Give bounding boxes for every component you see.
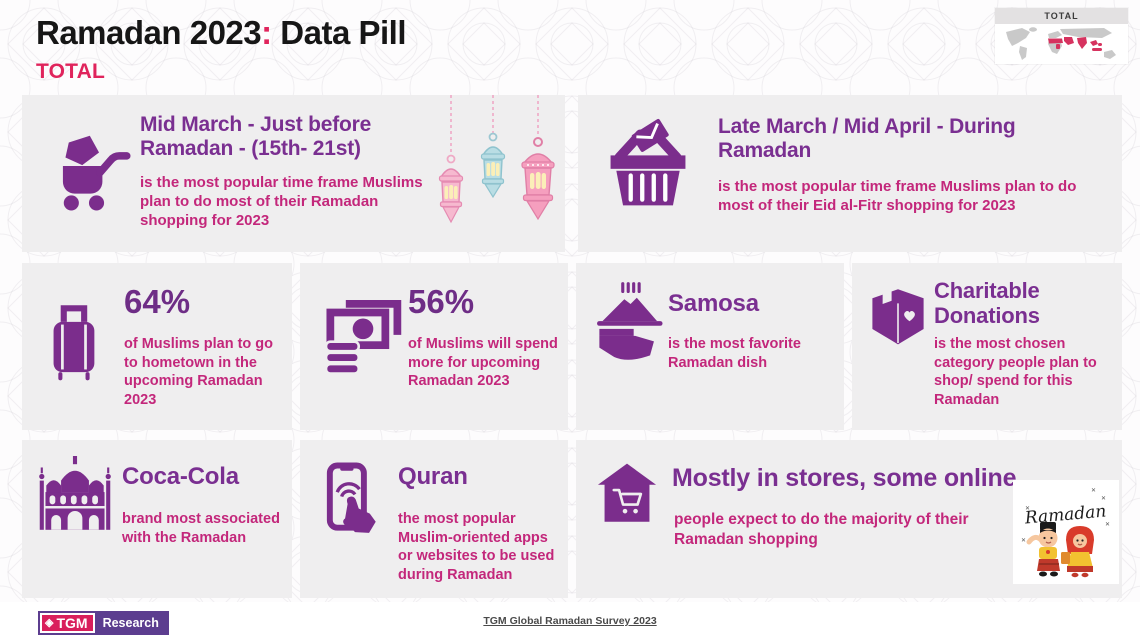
donation-box-icon (866, 281, 930, 364)
card-ramadan-shopping-timeframe: Mid March - Just before Ramadan - (15th-… (22, 95, 565, 252)
mosque-icon (34, 454, 116, 545)
card-body: of Muslims will spend more for upcoming … (408, 336, 558, 390)
card-heading: Late March / Mid April - During Ramadan (718, 115, 1016, 162)
footer-bar: ◈ TGM Research TGM Global Ramadan Survey … (0, 602, 1140, 642)
stat-value: 56% (408, 283, 475, 320)
card-body: is the most popular time frame Muslims p… (140, 174, 423, 230)
page-title: Ramadan 2023: Data Pill (36, 14, 407, 52)
ramadan-kids-illustration: ✕ ✕ ✕ ✕ ✕ Ramadan (1013, 480, 1119, 584)
illustration-caption: Ramadan (1023, 502, 1107, 529)
world-map-icon (1005, 27, 1116, 60)
card-heading: Quran (398, 463, 468, 490)
map-label: TOTAL (995, 8, 1128, 24)
card-hometown-stat: 64% of Muslims plan to go to hometown in… (22, 263, 292, 430)
card-shopping-channel: Mostly in stores, some online people exp… (576, 440, 1122, 598)
shopping-basket-icon (598, 117, 698, 218)
logo-research-segment: Research (94, 613, 167, 633)
svg-text:✕: ✕ (1021, 537, 1026, 544)
money-icon (320, 285, 406, 400)
store-icon (594, 458, 660, 535)
tgm-research-logo: ◈ TGM Research (38, 611, 169, 635)
card-body: people expect to do the majority of thei… (674, 511, 969, 548)
card-body: is the most popular time frame Muslims p… (718, 178, 1077, 215)
stat-value: 64% (124, 283, 191, 320)
lantern-rose-icon (521, 95, 555, 221)
shopping-cart-icon (52, 123, 136, 224)
card-popular-apps: Quran the most popular Muslim-oriented a… (300, 440, 568, 598)
card-body: of Muslims plan to go to hometown in the… (124, 336, 274, 408)
svg-text:✕: ✕ (1105, 521, 1110, 528)
card-favorite-dish: Samosa is the most favorite Ramadan dish (576, 263, 844, 430)
luggage-icon (42, 285, 110, 412)
svg-text:✕: ✕ (1025, 505, 1030, 512)
card-brand-association: Coca-Cola brand most associated with the… (22, 440, 292, 598)
logo-tgm-segment: ◈ TGM (40, 613, 95, 633)
lantern-blue-icon (480, 95, 506, 199)
card-body: the most popular Muslim-oriented apps or… (398, 511, 555, 583)
card-heading: Mostly in stores, some online (672, 464, 1017, 492)
phone-tap-icon (318, 458, 392, 555)
svg-text:✕: ✕ (1101, 495, 1106, 502)
lantern-pink-icon (438, 95, 464, 224)
food-dish-icon (590, 279, 668, 376)
card-heading: Samosa (668, 290, 759, 317)
source-link[interactable]: TGM Global Ramadan Survey 2023 (483, 615, 657, 627)
card-eid-shopping-timeframe: Late March / Mid April - During Ramadan … (578, 95, 1122, 252)
svg-text:✕: ✕ (1091, 487, 1096, 494)
card-heading: Coca-Cola (122, 463, 239, 490)
title-text: Ramadan 2023 (36, 14, 262, 51)
logo-tgm-text: TGM (56, 615, 88, 631)
card-heading: Mid March - Just before Ramadan - (15th-… (140, 113, 372, 160)
page-subtitle: TOTAL (36, 60, 106, 83)
coverage-map-card: TOTAL (995, 8, 1128, 64)
title-colon: : (261, 14, 272, 51)
diamond-icon: ◈ (45, 616, 54, 629)
card-body: is the most chosen category people plan … (934, 336, 1097, 408)
card-body: brand most associated with the Ramadan (122, 511, 280, 546)
card-body: is the most favorite Ramadan dish (668, 336, 801, 371)
card-spending-stat: 56% of Muslims will spend more for upcom… (300, 263, 568, 430)
card-charitable-donations: Charitable Donations is the most chosen … (852, 263, 1122, 430)
title-text-2: Data Pill (271, 14, 407, 51)
card-heading: Charitable Donations (934, 278, 1040, 328)
